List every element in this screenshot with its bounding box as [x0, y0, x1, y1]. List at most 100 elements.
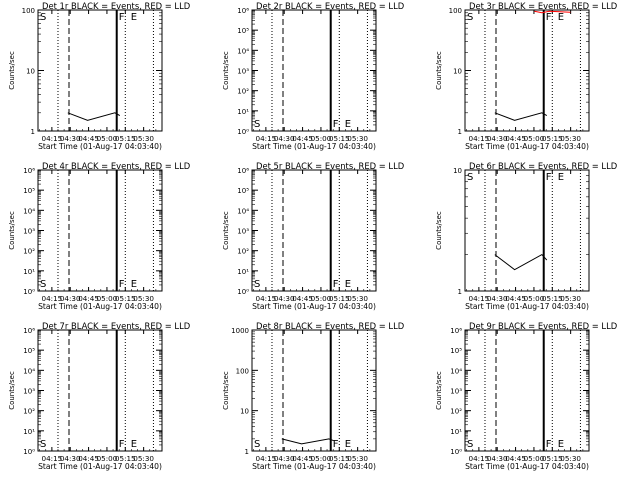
chart-panel-8: Det 8r BLACK = Events, RED = LLD Counts/s…	[222, 321, 404, 471]
marker-e: E	[345, 439, 351, 450]
x-tick-label: 04:15	[42, 134, 63, 143]
x-tick-label: 05:00	[524, 294, 545, 303]
y-axis-label: Counts/sec	[222, 51, 230, 90]
chart-panel-5: Det 5r BLACK = Events, RED = LLD Counts/s…	[222, 161, 404, 311]
y-tick-label: 10⁰	[450, 448, 462, 456]
x-tick-label: 05:15	[542, 454, 563, 463]
chart-title: Det 8r BLACK = Events, RED = LLD	[256, 321, 404, 331]
chart-panel-7: Det 7r BLACK = Events, RED = LLD Counts/s…	[8, 321, 190, 471]
y-tick-label: 10¹	[237, 268, 249, 276]
x-tick-label: 04:45	[78, 134, 99, 143]
marker-f: F	[333, 279, 339, 290]
x-axis-label: Start Time (01-Aug-17 04:03:40)	[38, 462, 162, 471]
x-tick-label: 04:30	[487, 294, 508, 303]
y-tick-label: 10⁰	[23, 288, 35, 296]
x-tick-label: 05:15	[115, 454, 136, 463]
x-tick-label: 04:45	[505, 454, 526, 463]
y-axis-label: Counts/sec	[222, 371, 230, 410]
x-tick-label: 05:15	[542, 134, 563, 143]
x-tick-label: 04:15	[256, 294, 277, 303]
x-tick-label: 05:30	[347, 294, 368, 303]
x-tick-label: 05:00	[524, 454, 545, 463]
x-tick-label: 04:15	[42, 454, 63, 463]
y-tick-label: 10⁰	[23, 448, 35, 456]
y-tick-label: 10²	[237, 88, 249, 96]
chart-title: Det 1r BLACK = Events, RED = LLD	[42, 1, 190, 11]
marker-e: E	[131, 439, 137, 450]
x-axis-label: Start Time (01-Aug-17 04:03:40)	[465, 462, 589, 471]
chart-panel-6: Det 6r BLACK = Events, RED = LLD Counts/s…	[435, 161, 617, 311]
chart-panel-1: Det 1r BLACK = Events, RED = LLD Counts/s…	[8, 1, 190, 151]
y-tick-label: 10⁵	[237, 187, 249, 195]
x-tick-label: 05:00	[524, 134, 545, 143]
plot-frame	[464, 9, 590, 132]
y-tick-label: 100	[449, 7, 462, 15]
chart-title: Det 4r BLACK = Events, RED = LLD	[42, 161, 190, 171]
x-tick-label: 04:15	[42, 294, 63, 303]
x-axis-label: Start Time (01-Aug-17 04:03:40)	[252, 142, 376, 151]
x-tick-label: 05:30	[347, 134, 368, 143]
x-tick-label: 04:15	[256, 454, 277, 463]
x-tick-label: 05:00	[311, 454, 332, 463]
x-tick-label: 04:15	[469, 294, 490, 303]
x-axis-label: Start Time (01-Aug-17 04:03:40)	[465, 302, 589, 311]
y-tick-label: 10⁴	[23, 207, 35, 215]
y-axis-label: Counts/sec	[222, 211, 230, 250]
plot-frame	[37, 329, 163, 452]
marker-f: F	[546, 172, 552, 183]
y-tick-label: 10³	[237, 68, 249, 76]
chart-panel-4: Det 4r BLACK = Events, RED = LLD Counts/s…	[8, 161, 190, 311]
marker-s: S	[254, 119, 260, 130]
y-tick-label: 10⁰	[237, 128, 249, 136]
y-axis-label: Counts/sec	[435, 211, 443, 250]
y-tick-label: 10¹	[450, 428, 462, 436]
marker-f: F	[333, 119, 339, 130]
plot-frame	[251, 9, 377, 132]
x-tick-label: 04:15	[469, 454, 490, 463]
marker-s: S	[254, 279, 260, 290]
x-axis-label: Start Time (01-Aug-17 04:03:40)	[465, 142, 589, 151]
x-axis-label: Start Time (01-Aug-17 04:03:40)	[252, 462, 376, 471]
x-tick-label: 05:15	[329, 134, 350, 143]
y-tick-label: 10³	[450, 388, 462, 396]
y-tick-label: 1	[458, 288, 462, 296]
y-tick-label: 10⁶	[237, 167, 249, 175]
y-tick-label: 10²	[450, 408, 462, 416]
y-tick-label: 10¹	[237, 108, 249, 116]
marker-s: S	[467, 439, 473, 450]
chart-title: Det 5r BLACK = Events, RED = LLD	[256, 161, 404, 171]
marker-s: S	[40, 279, 46, 290]
marker-e: E	[558, 439, 564, 450]
plot-frame	[251, 329, 377, 452]
x-tick-label: 05:15	[115, 294, 136, 303]
y-tick-label: 10²	[237, 248, 249, 256]
x-tick-label: 04:30	[274, 294, 295, 303]
marker-e: E	[345, 119, 351, 130]
x-axis-label: Start Time (01-Aug-17 04:03:40)	[38, 142, 162, 151]
y-tick-label: 10⁴	[450, 367, 462, 375]
x-tick-label: 05:15	[542, 294, 563, 303]
x-tick-label: 04:30	[487, 454, 508, 463]
y-tick-label: 10¹	[23, 428, 35, 436]
x-tick-label: 05:30	[133, 454, 154, 463]
y-tick-label: 10⁵	[450, 347, 462, 355]
x-tick-label: 05:15	[329, 454, 350, 463]
marker-f: F	[333, 439, 339, 450]
x-tick-label: 04:45	[292, 454, 313, 463]
y-axis-label: Counts/sec	[435, 51, 443, 90]
y-tick-label: 10³	[237, 228, 249, 236]
x-tick-label: 05:30	[560, 454, 581, 463]
plot-frame	[251, 169, 377, 292]
y-tick-label: 10⁰	[237, 288, 249, 296]
y-tick-label: 1	[458, 128, 462, 136]
marker-e: E	[131, 12, 137, 23]
chart-panel-9: Det 9r BLACK = Events, RED = LLD Counts/s…	[435, 321, 617, 471]
chart-title: Det 3r BLACK = Events, RED = LLD	[469, 1, 617, 11]
y-tick-label: 10⁵	[23, 187, 35, 195]
y-axis-label: Counts/sec	[435, 371, 443, 410]
y-axis-label: Counts/sec	[8, 371, 16, 410]
y-tick-label: 100	[236, 367, 249, 375]
y-tick-label: 10²	[23, 248, 35, 256]
marker-f: F	[119, 439, 125, 450]
x-axis-label: Start Time (01-Aug-17 04:03:40)	[252, 302, 376, 311]
